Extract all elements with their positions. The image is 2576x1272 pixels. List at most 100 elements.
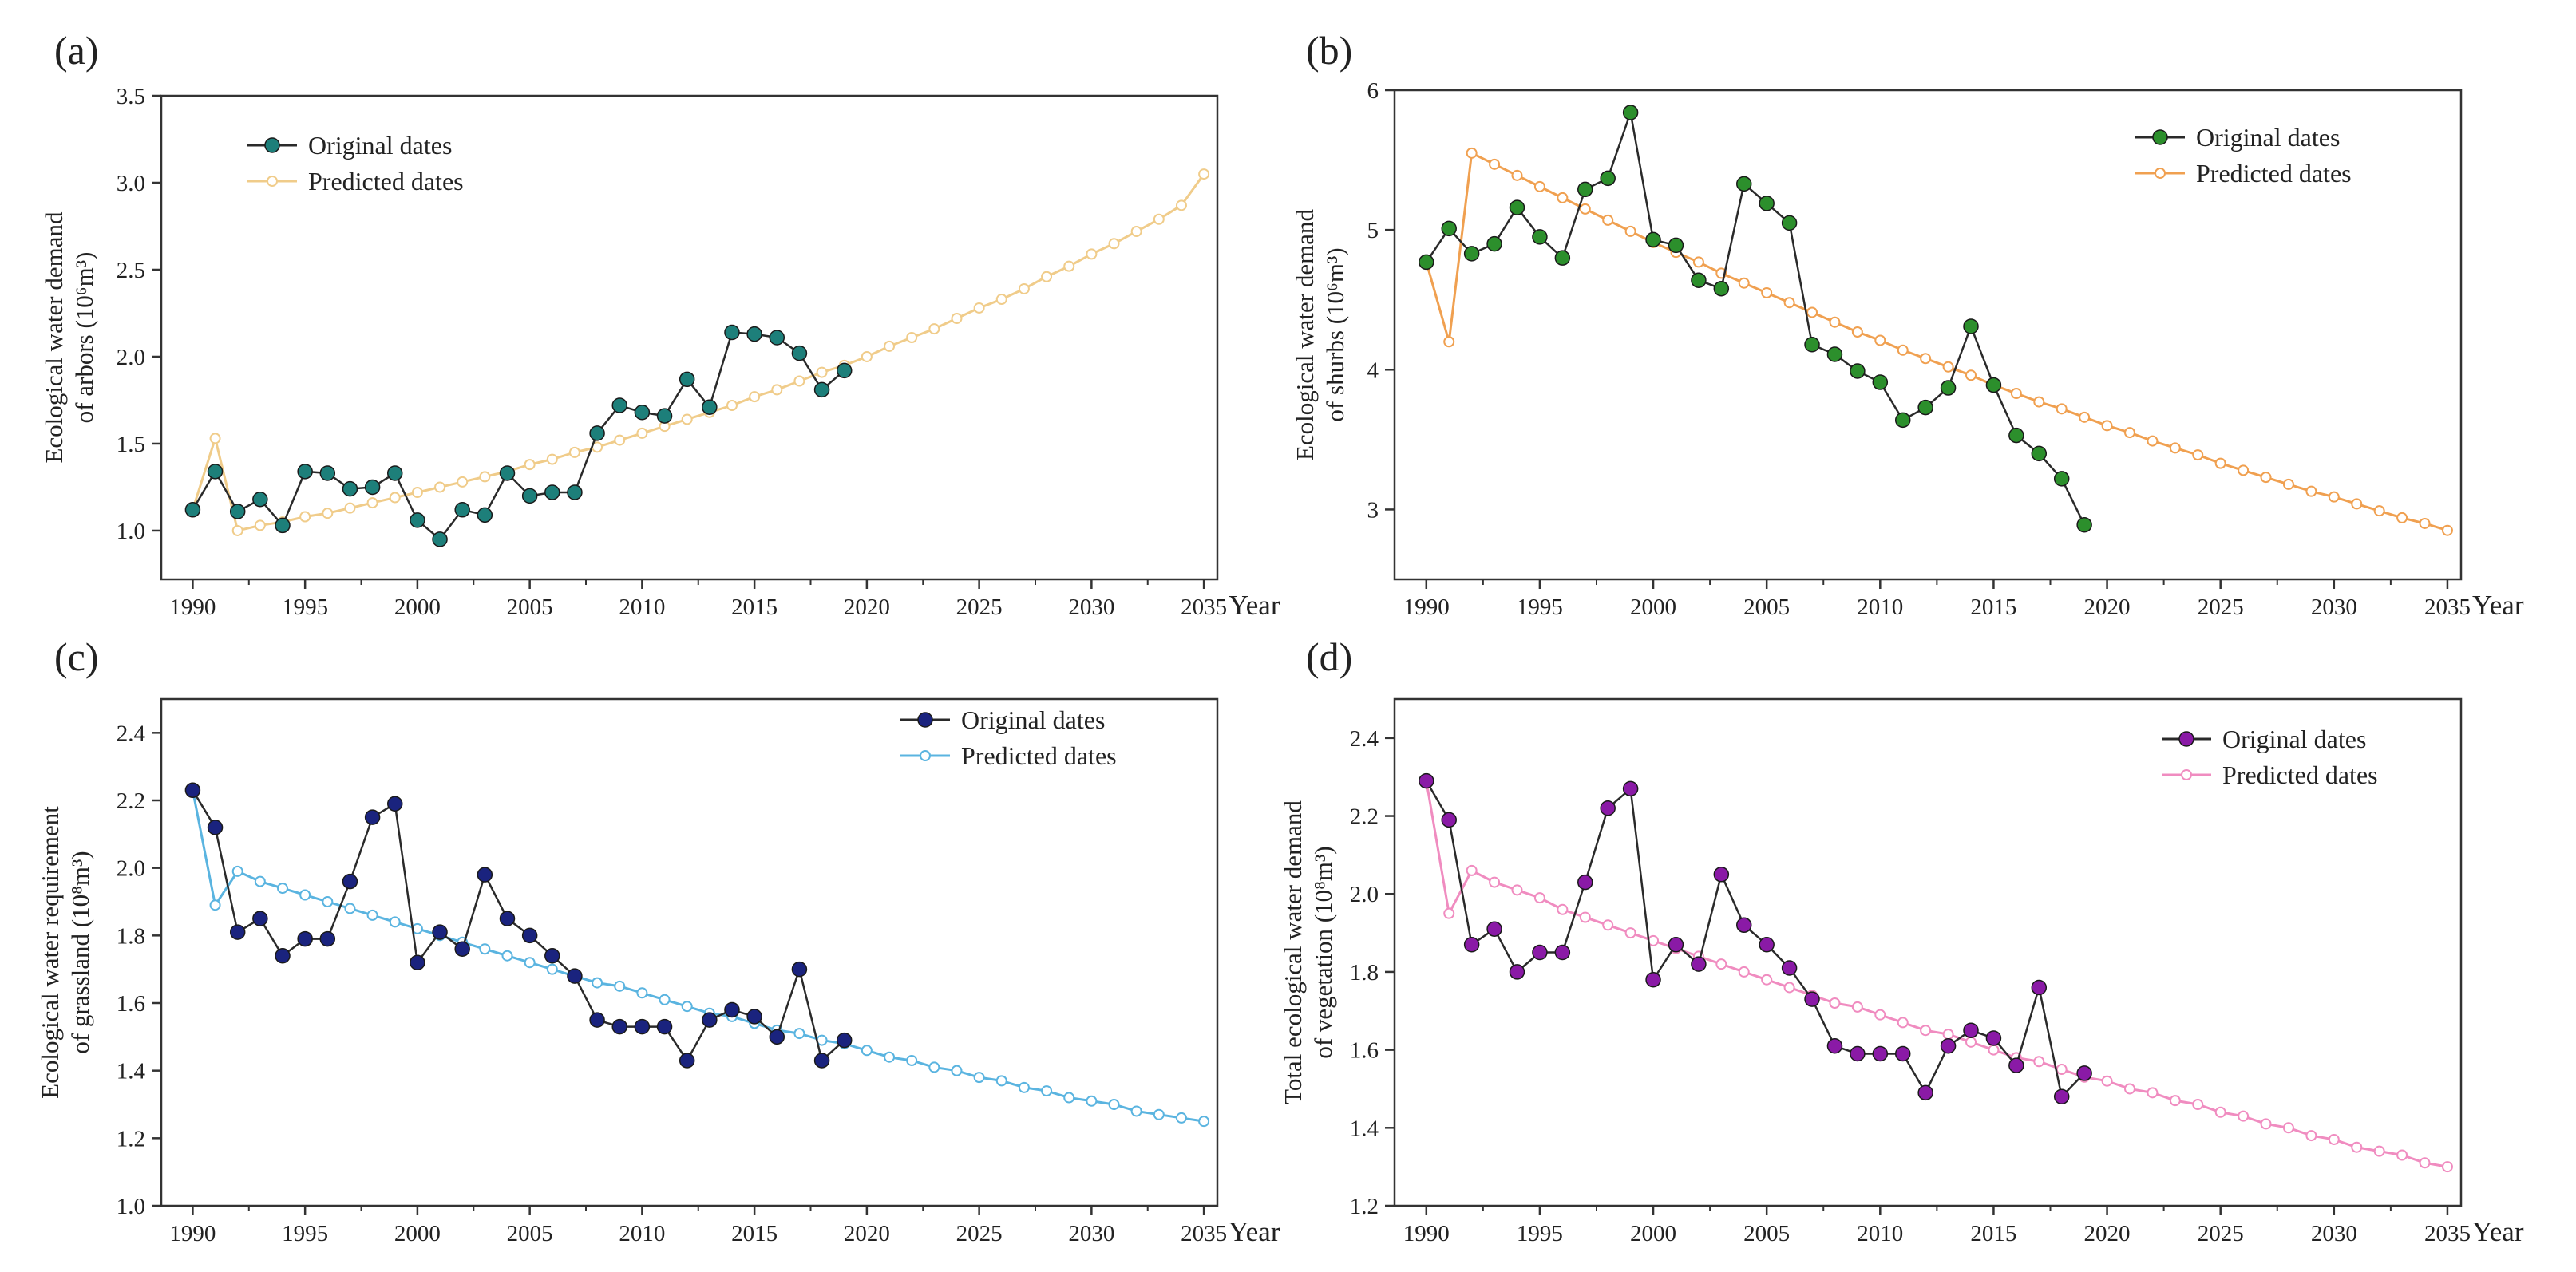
y-tick-label: 4: [1367, 358, 1379, 383]
data-point: [544, 947, 560, 964]
predicted-point: [322, 508, 334, 519]
predicted-point: [1041, 1085, 1053, 1097]
predicted-point: [457, 476, 469, 488]
predicted-point: [479, 471, 491, 483]
data-point: [1963, 318, 1979, 334]
data-point: [499, 911, 516, 926]
predicted-point: [995, 294, 1007, 306]
predicted-point: [2056, 403, 2068, 415]
y-tick-label: 2.2: [117, 788, 145, 814]
y-tick-label: 1.6: [117, 991, 145, 1017]
predicted-point: [1692, 256, 1704, 268]
data-point: [611, 1018, 627, 1035]
predicted-point: [636, 427, 648, 439]
data-point: [567, 484, 583, 500]
predicted-point: [2328, 491, 2340, 503]
predicted-point: [277, 883, 289, 895]
predicted-point: [1965, 1036, 1977, 1048]
data-point: [207, 464, 224, 480]
data-point: [2076, 516, 2092, 533]
predicted-point: [1511, 884, 1523, 896]
predicted-point: [749, 391, 761, 403]
predicted-point: [861, 1045, 873, 1057]
predicted-point: [2147, 1087, 2159, 1099]
data-point: [1850, 363, 1866, 379]
x-tick-label: 2025: [956, 595, 1003, 620]
predicted-point: [1086, 248, 1098, 260]
data-point: [1600, 800, 1616, 816]
data-point: [611, 397, 627, 413]
predicted-point: [2260, 1118, 2272, 1130]
predicted-point: [1738, 966, 1750, 978]
predicted-point: [299, 511, 311, 523]
x-tick-label: 2010: [1857, 595, 1903, 620]
predicted-point: [1829, 997, 1841, 1009]
predicted-point: [1466, 147, 1478, 159]
data-point: [521, 488, 538, 504]
predicted-point: [2282, 1122, 2294, 1134]
data-point: [1419, 772, 1434, 789]
predicted-point: [1018, 282, 1030, 294]
predicted-point: [726, 400, 738, 412]
y-tick-label: 2.0: [1350, 882, 1379, 907]
predicted-point: [2396, 512, 2408, 523]
data-point: [207, 820, 224, 835]
y-axis-title-line1: Ecological water demand: [1291, 208, 1319, 460]
predicted-point: [861, 350, 873, 362]
predicted-point: [389, 492, 401, 504]
predicted-point: [524, 957, 536, 969]
predicted-point: [1624, 225, 1636, 237]
data-point: [1554, 250, 1571, 266]
predicted-point: [1533, 892, 1545, 904]
predicted-point: [884, 1051, 896, 1063]
data-point: [1691, 956, 1707, 972]
data-point: [1894, 412, 1911, 429]
data-point: [1532, 944, 1548, 961]
y-tick-label: 1.2: [1350, 1194, 1379, 1219]
y-axis-title-line2: of vegetation (10⁸m³): [1309, 846, 1337, 1058]
x-tick-label: 2015: [731, 595, 778, 620]
x-tick-label: 1990: [169, 1221, 216, 1246]
predicted-point: [254, 875, 266, 887]
y-tick-label: 3: [1367, 497, 1379, 523]
data-point: [1985, 377, 2002, 393]
predicted-point: [2238, 1110, 2250, 1122]
x-tick-label: 2010: [619, 1221, 665, 1246]
predicted-point: [2351, 498, 2363, 510]
x-tick-label: 2035: [2424, 1221, 2471, 1246]
x-tick-label: 2005: [1743, 595, 1790, 620]
chart-panel-3: (c) 1990 1995 2000 2005 2010 2015 2020 2025 2030 2…: [36, 634, 1280, 1247]
data-point: [1441, 220, 1457, 237]
data-point: [229, 924, 246, 940]
predicted-point: [995, 1075, 1007, 1087]
data-point: [2008, 1057, 2024, 1073]
predicted-point: [2192, 449, 2204, 461]
data-point: [1872, 1045, 1889, 1062]
series-original: [184, 324, 853, 547]
y-tick-label: 1.8: [1350, 960, 1379, 986]
data-point: [746, 326, 762, 342]
data-point: [567, 968, 583, 984]
predicted-point: [546, 963, 558, 975]
predicted-point: [1557, 192, 1569, 203]
y-tick-label: 1.8: [117, 923, 145, 949]
predicted-point: [434, 481, 446, 493]
data-point: [1691, 272, 1707, 288]
data-point: [275, 947, 291, 964]
data-point: [724, 324, 740, 341]
predicted-point: [1153, 1108, 1165, 1120]
data-point: [297, 464, 313, 480]
x-tick-label: 2030: [2311, 1221, 2357, 1246]
y-axis-title-line1: Ecological water demand: [40, 211, 68, 464]
data-point: [1826, 346, 1843, 362]
predicted-point: [614, 434, 626, 446]
y-tick-label: 2.2: [1350, 804, 1379, 830]
predicted-point: [951, 1065, 963, 1076]
predicted-point: [1942, 1029, 1954, 1041]
predicted-point: [2010, 388, 2022, 400]
data-point: [342, 480, 358, 497]
predicted-point: [344, 903, 356, 914]
predicted-point: [1920, 1025, 1932, 1037]
panel-label: (a): [54, 28, 99, 73]
predicted-point: [928, 1061, 940, 1073]
